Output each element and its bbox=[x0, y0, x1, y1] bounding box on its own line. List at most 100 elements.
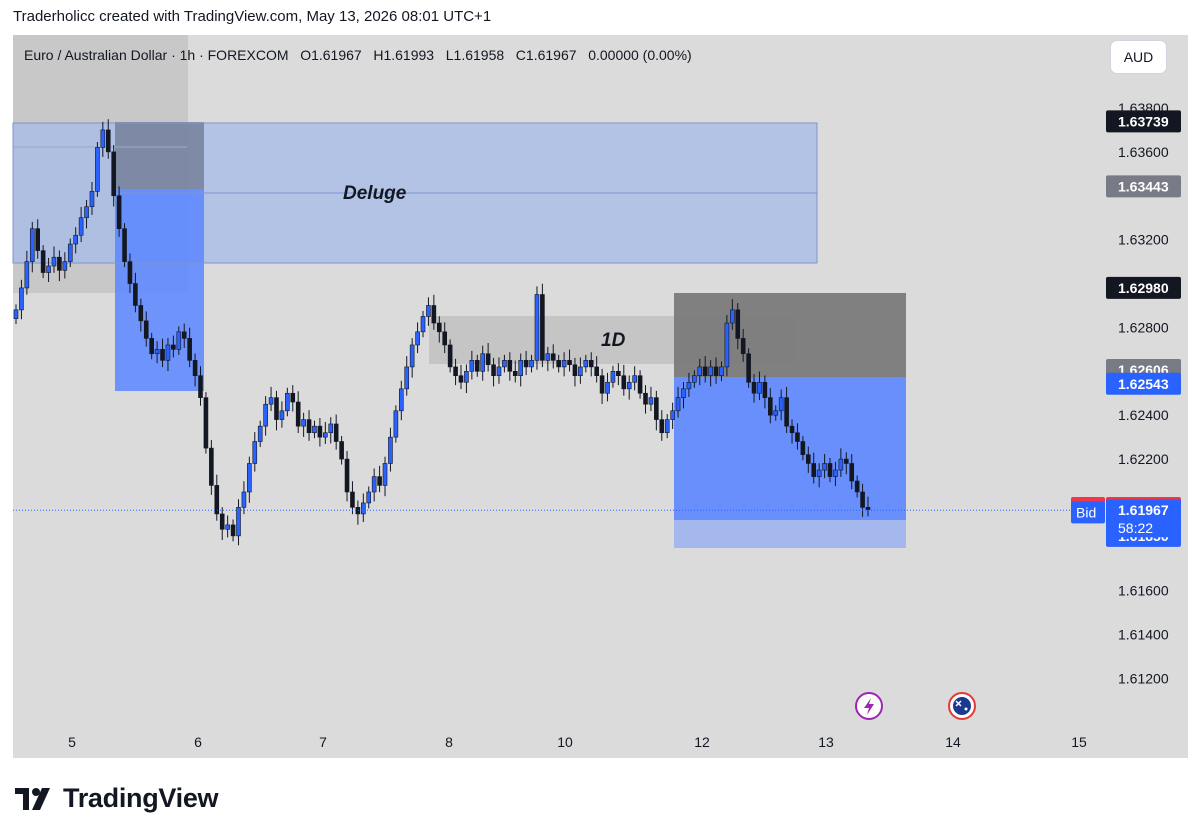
candle-body bbox=[480, 353, 486, 372]
zone-left-dark[interactable] bbox=[115, 122, 204, 189]
candle-body bbox=[534, 294, 540, 361]
time-label: 12 bbox=[694, 734, 710, 750]
time-label: 7 bbox=[319, 734, 327, 750]
candle-body bbox=[692, 375, 697, 383]
price-tick: 1.62400 bbox=[1118, 407, 1169, 423]
candle-body bbox=[350, 491, 355, 508]
candle-body bbox=[545, 353, 551, 361]
candle-body bbox=[323, 432, 328, 438]
candle-body bbox=[420, 316, 426, 333]
candle-body bbox=[523, 360, 529, 368]
candle-body bbox=[333, 423, 339, 442]
candle-body bbox=[670, 410, 675, 420]
candle-body bbox=[806, 454, 811, 464]
candle-body bbox=[285, 392, 290, 412]
candle-body bbox=[816, 469, 822, 477]
australia-flag-icon[interactable] bbox=[948, 692, 976, 720]
candle-body bbox=[73, 234, 78, 245]
candle-body bbox=[160, 349, 165, 361]
candle-body bbox=[681, 388, 686, 398]
candle-body bbox=[616, 371, 621, 376]
candle-body bbox=[203, 397, 209, 449]
candle-body bbox=[62, 261, 68, 271]
candle-body bbox=[664, 419, 670, 434]
candle-body bbox=[518, 360, 523, 376]
price-tick: 1.63200 bbox=[1118, 232, 1169, 248]
candle-body bbox=[122, 228, 127, 262]
zone-right-dark[interactable] bbox=[674, 293, 906, 377]
candle-body bbox=[35, 228, 41, 251]
candle-body bbox=[626, 381, 632, 390]
candle-body bbox=[78, 217, 84, 236]
time-label: 6 bbox=[194, 734, 202, 750]
price-label-bg bbox=[1106, 110, 1181, 133]
candle-body bbox=[578, 366, 583, 376]
candle-body bbox=[176, 331, 182, 350]
candle-body bbox=[290, 392, 296, 403]
candle-body bbox=[485, 353, 491, 366]
candle-body bbox=[377, 476, 382, 486]
candle-body bbox=[46, 265, 51, 273]
candle-body bbox=[143, 320, 149, 339]
candle-body bbox=[51, 256, 57, 267]
candle-body bbox=[274, 397, 279, 420]
candle-body bbox=[588, 360, 594, 368]
candle-body bbox=[442, 331, 448, 346]
candle-body bbox=[458, 375, 464, 383]
candle-body bbox=[436, 322, 442, 333]
candle-body bbox=[230, 524, 236, 537]
price-tick: 1.63600 bbox=[1118, 144, 1169, 160]
candle-body bbox=[659, 419, 665, 434]
countdown-timer: 58:22 bbox=[1118, 520, 1153, 536]
candle-body bbox=[181, 331, 187, 339]
candle-body bbox=[355, 507, 361, 515]
zone-right-light[interactable] bbox=[674, 520, 906, 548]
candle-body bbox=[116, 195, 122, 229]
candle-body bbox=[241, 491, 247, 508]
candle-body bbox=[464, 371, 469, 383]
candle-body bbox=[469, 360, 475, 372]
candle-body bbox=[860, 491, 865, 508]
candle-body bbox=[19, 287, 24, 311]
candle-body bbox=[236, 507, 241, 537]
candle-body bbox=[138, 305, 144, 322]
candle-body bbox=[154, 349, 160, 355]
candle-body bbox=[328, 423, 334, 434]
candle-body bbox=[306, 419, 312, 434]
price-label-bg bbox=[1106, 372, 1181, 395]
zone-right-blue[interactable] bbox=[674, 377, 906, 520]
candle-body bbox=[263, 403, 268, 427]
candle-body bbox=[838, 458, 844, 471]
candle-body bbox=[198, 375, 203, 398]
candle-body bbox=[702, 366, 708, 376]
candle-body bbox=[719, 366, 724, 376]
candle-body bbox=[746, 353, 751, 383]
price-label: 1.63443 bbox=[1118, 178, 1169, 194]
candle-body bbox=[247, 463, 252, 493]
candle-body bbox=[24, 261, 30, 289]
candle-body bbox=[388, 436, 393, 464]
candle-body bbox=[778, 397, 784, 412]
price-label: 1.62980 bbox=[1118, 280, 1169, 296]
candle-body bbox=[89, 191, 95, 208]
currency-button[interactable]: AUD bbox=[1111, 41, 1166, 73]
candle-body bbox=[567, 360, 572, 366]
lightning-icon[interactable] bbox=[855, 692, 883, 720]
candle-body bbox=[843, 458, 849, 464]
candle-body bbox=[648, 397, 654, 405]
bid-tag bbox=[1071, 501, 1105, 524]
candle-body bbox=[686, 381, 692, 390]
price-label: 1.62543 bbox=[1118, 376, 1169, 392]
candle-body bbox=[610, 371, 616, 383]
symbol-legend[interactable]: Euro / Australian Dollar · 1h · FOREXCOM… bbox=[24, 47, 692, 63]
candle-body bbox=[730, 309, 735, 324]
candle-body bbox=[398, 388, 404, 412]
candle-body bbox=[13, 309, 19, 319]
candle-body bbox=[149, 338, 154, 355]
candle-body bbox=[507, 360, 513, 372]
zone-left-blue[interactable] bbox=[115, 189, 204, 391]
candle-body bbox=[594, 366, 599, 376]
price-tick: 1.61200 bbox=[1118, 670, 1169, 686]
candle-body bbox=[865, 507, 871, 510]
